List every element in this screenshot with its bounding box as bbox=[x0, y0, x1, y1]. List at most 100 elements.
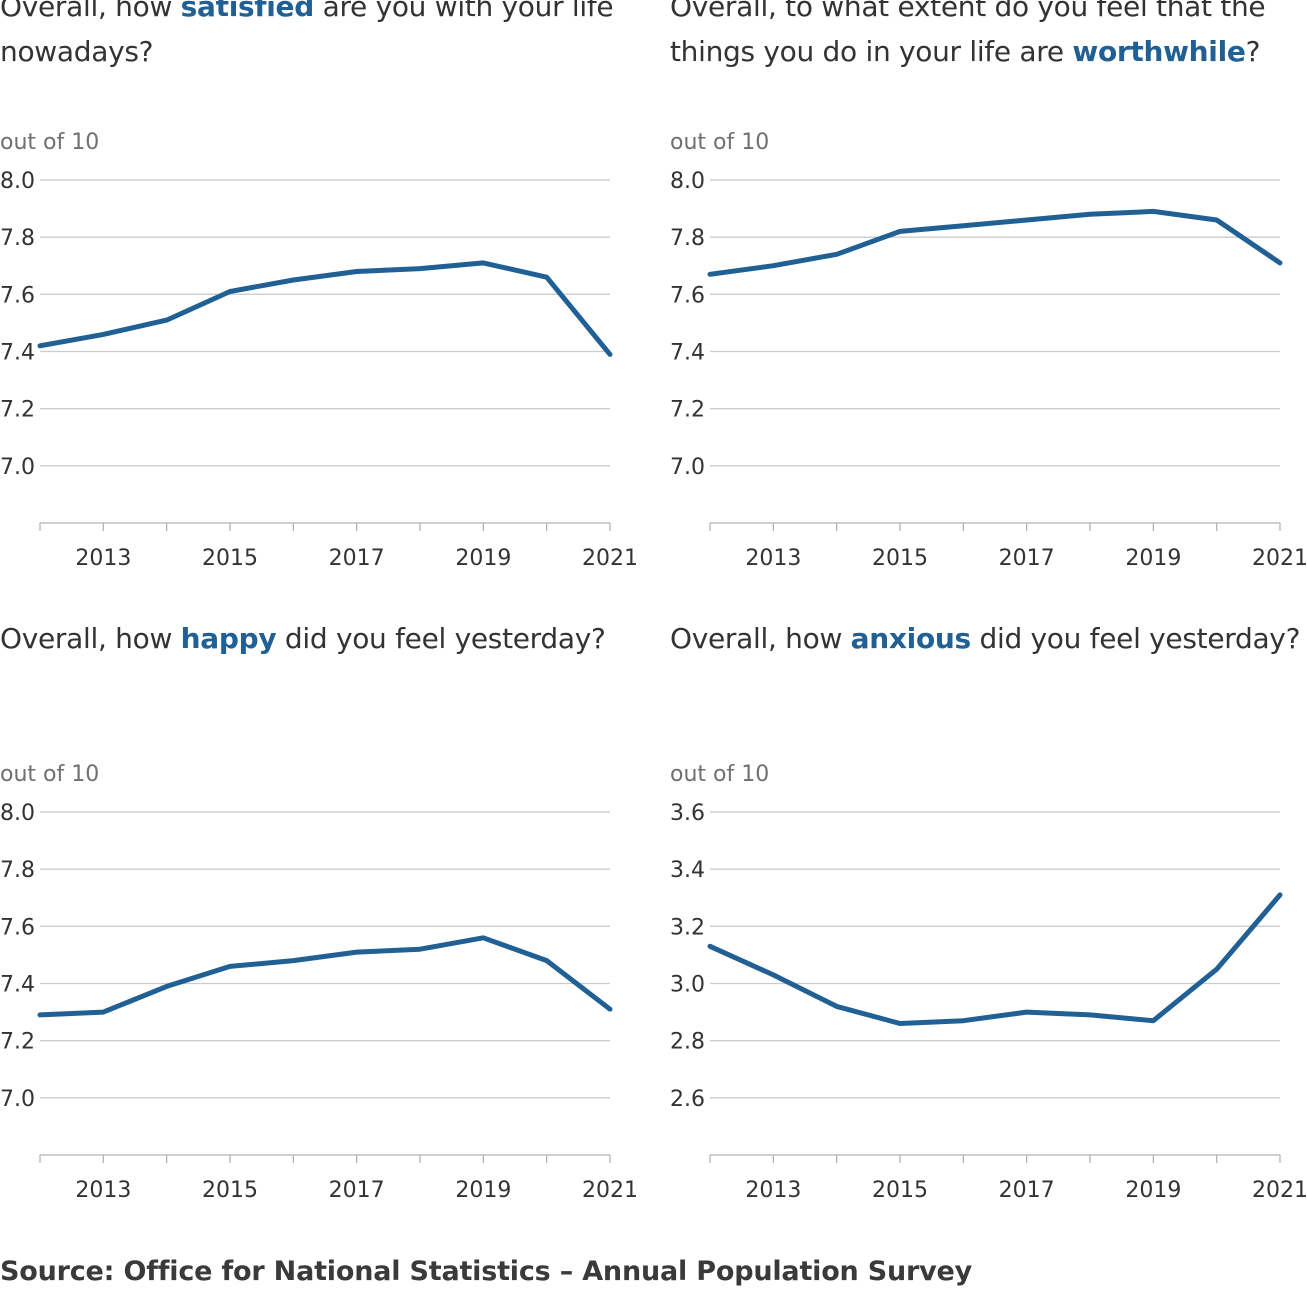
x-tick-label: 2017 bbox=[329, 546, 385, 571]
x-tick-label: 2015 bbox=[202, 546, 258, 571]
data-point bbox=[38, 1012, 43, 1017]
y-unit-label: out of 10 bbox=[0, 762, 99, 787]
data-point bbox=[101, 332, 106, 337]
data-point bbox=[898, 1021, 903, 1026]
series-line bbox=[707, 208, 1283, 277]
y-unit-label: out of 10 bbox=[670, 130, 769, 155]
x-tick-label: 2021 bbox=[582, 1178, 638, 1203]
data-point bbox=[291, 278, 296, 283]
chart-title: Overall, to what extent do you feel that… bbox=[670, 0, 1307, 74]
y-tick-label: 7.0 bbox=[0, 1087, 35, 1112]
x-tick-label: 2021 bbox=[1252, 546, 1307, 571]
y-unit-label: out of 10 bbox=[670, 762, 769, 787]
data-point bbox=[1214, 218, 1219, 223]
line-chart: out of 10 7.0 7.2 7.4 7.6 7.8 8.0 2013 2015 2017 2… bbox=[0, 130, 638, 571]
data-point bbox=[608, 352, 613, 357]
data-point bbox=[771, 972, 776, 977]
data-point bbox=[961, 1018, 966, 1023]
x-tick-label: 2019 bbox=[455, 546, 511, 571]
chart-panel-anxious: Overall, how anxious did you feel yester… bbox=[670, 622, 1307, 1232]
chart-title-text: Overall, how bbox=[670, 622, 851, 655]
y-tick-label: 3.0 bbox=[670, 973, 705, 998]
chart-title-text: Overall, to what extent do you feel that… bbox=[670, 0, 1266, 68]
chart-title-text: are you with your life nowadays? bbox=[0, 0, 614, 68]
data-point bbox=[961, 223, 966, 228]
chart-title-highlight: anxious bbox=[850, 622, 972, 655]
y-tick-label: 7.2 bbox=[0, 398, 35, 423]
y-tick-label: 7.2 bbox=[670, 398, 705, 423]
source-note: Source: Office for National Statistics –… bbox=[0, 1256, 973, 1287]
x-tick-label: 2013 bbox=[745, 546, 801, 571]
data-point bbox=[608, 1007, 613, 1012]
data-point bbox=[418, 947, 423, 952]
chart-panel-satisfied: Overall, how satisfied are you with your… bbox=[0, 0, 640, 600]
y-unit-label: out of 10 bbox=[0, 130, 99, 155]
data-point bbox=[544, 275, 549, 280]
x-tick-label: 2015 bbox=[202, 1178, 258, 1203]
y-tick-label: 7.8 bbox=[0, 858, 35, 883]
x-tick-label: 2013 bbox=[75, 546, 131, 571]
x-tick-label: 2019 bbox=[455, 1178, 511, 1203]
chart-title: Overall, how happy did you feel yesterda… bbox=[0, 616, 640, 661]
chart-panel-happy: Overall, how happy did you feel yesterda… bbox=[0, 622, 640, 1232]
x-tick-label: 2013 bbox=[75, 1178, 131, 1203]
y-tick-label: 7.6 bbox=[0, 915, 35, 940]
x-tick-label: 2021 bbox=[582, 546, 638, 571]
x-tick-label: 2013 bbox=[745, 1178, 801, 1203]
chart-title-text: ? bbox=[1245, 35, 1261, 68]
y-tick-label: 7.0 bbox=[670, 455, 705, 480]
x-tick-label: 2021 bbox=[1252, 1178, 1307, 1203]
y-tick-label: 8.0 bbox=[0, 169, 35, 194]
data-point bbox=[1024, 218, 1029, 223]
y-tick-label: 2.6 bbox=[670, 1087, 705, 1112]
x-tick-label: 2019 bbox=[1125, 546, 1181, 571]
y-tick-label: 7.2 bbox=[0, 1030, 35, 1055]
data-point bbox=[481, 260, 486, 265]
x-tick-label: 2015 bbox=[872, 546, 928, 571]
y-tick-label: 7.0 bbox=[0, 455, 35, 480]
chart-title: Overall, how satisfied are you with your… bbox=[0, 0, 640, 74]
y-tick-label: 7.4 bbox=[0, 973, 35, 998]
line-chart: out of 10 7.0 7.2 7.4 7.6 7.8 8.0 2013 2015 2017 2… bbox=[670, 130, 1307, 571]
data-point bbox=[1024, 1010, 1029, 1015]
chart-title-text: Overall, how bbox=[0, 622, 181, 655]
data-point bbox=[771, 263, 776, 268]
data-point bbox=[1088, 212, 1093, 217]
data-point bbox=[708, 944, 713, 949]
chart-title-text: did you feel yesterday? bbox=[970, 622, 1301, 655]
series-line bbox=[37, 935, 613, 1018]
line-chart: out of 10 7.0 7.2 7.4 7.6 7.8 8.0 2013 2015 2017 2… bbox=[0, 762, 638, 1203]
x-tick-label: 2017 bbox=[999, 546, 1055, 571]
x-tick-label: 2019 bbox=[1125, 1178, 1181, 1203]
data-point bbox=[544, 958, 549, 963]
y-tick-label: 3.6 bbox=[670, 801, 705, 826]
y-tick-label: 3.2 bbox=[670, 915, 705, 940]
y-tick-label: 2.8 bbox=[670, 1030, 705, 1055]
y-tick-label: 7.4 bbox=[670, 341, 705, 366]
chart-title-highlight: satisfied bbox=[180, 0, 315, 23]
data-point bbox=[164, 984, 169, 989]
data-point bbox=[898, 229, 903, 234]
data-point bbox=[1278, 260, 1283, 265]
data-point bbox=[101, 1010, 106, 1015]
y-tick-label: 8.0 bbox=[670, 169, 705, 194]
chart-title-highlight: happy bbox=[180, 622, 277, 655]
chart-title-text: did you feel yesterday? bbox=[276, 622, 606, 655]
data-point bbox=[1151, 1018, 1156, 1023]
x-tick-label: 2015 bbox=[872, 1178, 928, 1203]
y-tick-label: 7.8 bbox=[670, 226, 705, 251]
data-point bbox=[228, 964, 233, 969]
data-point bbox=[228, 289, 233, 294]
y-tick-label: 7.6 bbox=[670, 283, 705, 308]
chart-panel-worthwhile: Overall, to what extent do you feel that… bbox=[670, 0, 1307, 600]
data-point bbox=[834, 252, 839, 257]
chart-title-text: Overall, how bbox=[0, 0, 181, 23]
chart-title-highlight: worthwhile bbox=[1072, 35, 1246, 68]
y-tick-label: 7.6 bbox=[0, 283, 35, 308]
data-point bbox=[164, 318, 169, 323]
y-tick-label: 3.4 bbox=[670, 858, 705, 883]
data-point bbox=[708, 272, 713, 277]
x-tick-label: 2017 bbox=[999, 1178, 1055, 1203]
y-tick-label: 7.4 bbox=[0, 341, 35, 366]
series-line bbox=[707, 892, 1283, 1026]
